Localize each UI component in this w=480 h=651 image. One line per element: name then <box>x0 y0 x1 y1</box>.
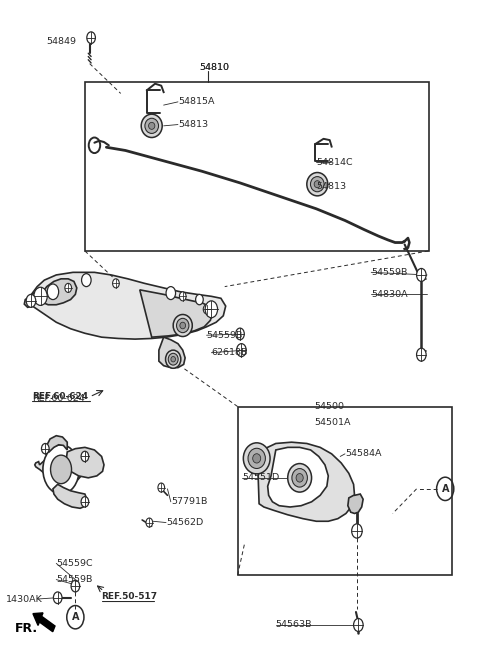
Polygon shape <box>348 494 363 514</box>
Text: REF.50-517: REF.50-517 <box>102 592 158 601</box>
Text: 54813: 54813 <box>316 182 347 191</box>
Text: 62618B: 62618B <box>211 348 248 357</box>
Bar <box>85 83 429 251</box>
Polygon shape <box>268 447 328 507</box>
Polygon shape <box>28 272 226 339</box>
Circle shape <box>352 524 362 538</box>
Text: 57791B: 57791B <box>171 497 207 506</box>
Text: 54559C: 54559C <box>56 559 93 568</box>
Circle shape <box>34 287 47 305</box>
Circle shape <box>53 592 62 603</box>
Circle shape <box>417 268 426 281</box>
Circle shape <box>113 279 119 288</box>
Ellipse shape <box>177 318 189 333</box>
Circle shape <box>417 348 426 361</box>
Ellipse shape <box>292 469 307 487</box>
Circle shape <box>43 445 79 494</box>
Ellipse shape <box>168 353 178 365</box>
Text: 54563B: 54563B <box>276 620 312 630</box>
Ellipse shape <box>243 443 270 474</box>
Circle shape <box>203 305 210 314</box>
Polygon shape <box>159 337 185 368</box>
Polygon shape <box>24 290 38 307</box>
Circle shape <box>236 328 244 340</box>
Ellipse shape <box>149 122 155 130</box>
Circle shape <box>47 284 59 299</box>
Polygon shape <box>35 450 85 486</box>
Text: REF.60-624: REF.60-624 <box>33 395 85 403</box>
Circle shape <box>158 483 165 492</box>
Circle shape <box>50 455 72 484</box>
Circle shape <box>237 344 246 357</box>
Text: 54562D: 54562D <box>166 518 204 527</box>
Circle shape <box>87 32 96 44</box>
Text: 54501A: 54501A <box>314 418 350 427</box>
Text: 54810: 54810 <box>199 63 229 72</box>
Polygon shape <box>258 442 355 521</box>
Text: 54559B: 54559B <box>56 575 93 584</box>
Text: 54815A: 54815A <box>178 98 215 106</box>
Circle shape <box>81 497 89 507</box>
Text: 54584A: 54584A <box>345 449 382 458</box>
Text: 1430AK: 1430AK <box>6 594 43 603</box>
Text: 54814C: 54814C <box>316 158 353 167</box>
Text: 54559B: 54559B <box>206 331 243 340</box>
Text: 54813: 54813 <box>178 120 208 129</box>
Polygon shape <box>47 436 67 452</box>
Ellipse shape <box>252 454 261 463</box>
Ellipse shape <box>141 114 162 137</box>
Ellipse shape <box>288 464 312 492</box>
Circle shape <box>81 451 89 462</box>
Ellipse shape <box>311 176 324 192</box>
Text: 54500: 54500 <box>314 402 344 411</box>
Circle shape <box>196 294 203 305</box>
Text: FR.: FR. <box>15 622 38 635</box>
Text: 54559B: 54559B <box>371 268 408 277</box>
Polygon shape <box>40 279 77 305</box>
Circle shape <box>180 292 186 301</box>
Circle shape <box>205 301 217 318</box>
Bar <box>238 406 452 575</box>
Polygon shape <box>66 447 104 478</box>
Ellipse shape <box>307 173 328 196</box>
Text: A: A <box>442 484 449 494</box>
Circle shape <box>71 580 80 592</box>
Circle shape <box>146 518 153 527</box>
Ellipse shape <box>171 357 176 362</box>
Ellipse shape <box>296 473 303 482</box>
Ellipse shape <box>180 322 186 329</box>
Ellipse shape <box>173 314 192 337</box>
Text: 54830A: 54830A <box>371 290 408 299</box>
Polygon shape <box>53 484 87 508</box>
Polygon shape <box>140 290 212 337</box>
Ellipse shape <box>314 181 321 187</box>
Ellipse shape <box>166 350 181 368</box>
Ellipse shape <box>145 118 158 133</box>
Circle shape <box>41 443 49 454</box>
Text: 54810: 54810 <box>199 63 229 72</box>
Circle shape <box>82 273 91 286</box>
Text: A: A <box>72 612 79 622</box>
FancyArrow shape <box>33 613 55 631</box>
Text: 54849: 54849 <box>47 37 77 46</box>
Text: REF.60-624: REF.60-624 <box>33 393 88 401</box>
Circle shape <box>26 294 36 307</box>
Circle shape <box>354 618 363 631</box>
Text: 54551D: 54551D <box>242 473 280 482</box>
Circle shape <box>166 286 176 299</box>
Ellipse shape <box>248 449 265 469</box>
Circle shape <box>65 283 72 292</box>
